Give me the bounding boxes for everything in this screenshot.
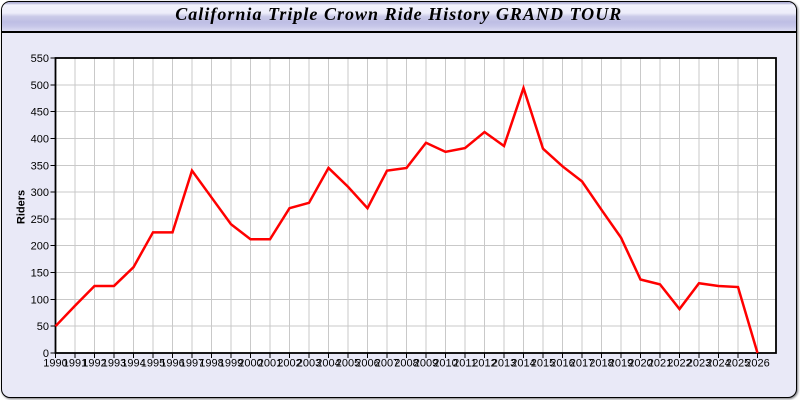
svg-text:2017: 2017 xyxy=(570,358,594,370)
svg-text:2001: 2001 xyxy=(258,358,282,370)
svg-text:2007: 2007 xyxy=(375,358,399,370)
svg-text:1990: 1990 xyxy=(43,358,67,370)
svg-text:1999: 1999 xyxy=(219,358,243,370)
svg-text:2021: 2021 xyxy=(648,358,672,370)
svg-text:1997: 1997 xyxy=(180,358,204,370)
svg-text:2012: 2012 xyxy=(472,358,496,370)
svg-text:0: 0 xyxy=(43,348,49,360)
svg-text:200: 200 xyxy=(31,241,49,253)
svg-text:2005: 2005 xyxy=(336,358,360,370)
svg-text:2003: 2003 xyxy=(297,358,321,370)
svg-text:2011: 2011 xyxy=(453,358,477,370)
svg-text:2000: 2000 xyxy=(238,358,262,370)
svg-text:150: 150 xyxy=(31,268,49,280)
svg-text:250: 250 xyxy=(31,214,49,226)
svg-text:2016: 2016 xyxy=(550,358,574,370)
svg-text:1993: 1993 xyxy=(102,358,126,370)
svg-text:2023: 2023 xyxy=(687,358,711,370)
svg-text:1996: 1996 xyxy=(160,358,184,370)
svg-text:2014: 2014 xyxy=(511,358,535,370)
svg-text:300: 300 xyxy=(31,187,49,199)
svg-text:2013: 2013 xyxy=(492,358,516,370)
svg-text:1994: 1994 xyxy=(121,358,145,370)
svg-text:2024: 2024 xyxy=(706,358,730,370)
svg-text:1992: 1992 xyxy=(82,358,106,370)
svg-text:2002: 2002 xyxy=(277,358,301,370)
svg-text:2010: 2010 xyxy=(433,358,457,370)
svg-text:1998: 1998 xyxy=(199,358,223,370)
svg-text:2008: 2008 xyxy=(394,358,418,370)
svg-text:2015: 2015 xyxy=(531,358,555,370)
svg-text:1991: 1991 xyxy=(63,358,87,370)
svg-text:500: 500 xyxy=(31,80,49,92)
svg-text:350: 350 xyxy=(31,160,49,172)
svg-text:2006: 2006 xyxy=(355,358,379,370)
svg-text:2025: 2025 xyxy=(726,358,750,370)
svg-text:2020: 2020 xyxy=(628,358,652,370)
svg-text:2018: 2018 xyxy=(589,358,613,370)
svg-text:1995: 1995 xyxy=(141,358,165,370)
svg-text:2022: 2022 xyxy=(667,358,691,370)
svg-text:2009: 2009 xyxy=(414,358,438,370)
svg-text:400: 400 xyxy=(31,133,49,145)
svg-text:2019: 2019 xyxy=(609,358,633,370)
svg-text:100: 100 xyxy=(31,294,49,306)
svg-text:50: 50 xyxy=(37,321,49,333)
svg-text:2026: 2026 xyxy=(745,358,769,370)
svg-text:450: 450 xyxy=(31,107,49,119)
svg-text:Riders: Riders xyxy=(16,190,28,224)
svg-text:550: 550 xyxy=(31,53,49,65)
svg-text:2004: 2004 xyxy=(316,358,340,370)
